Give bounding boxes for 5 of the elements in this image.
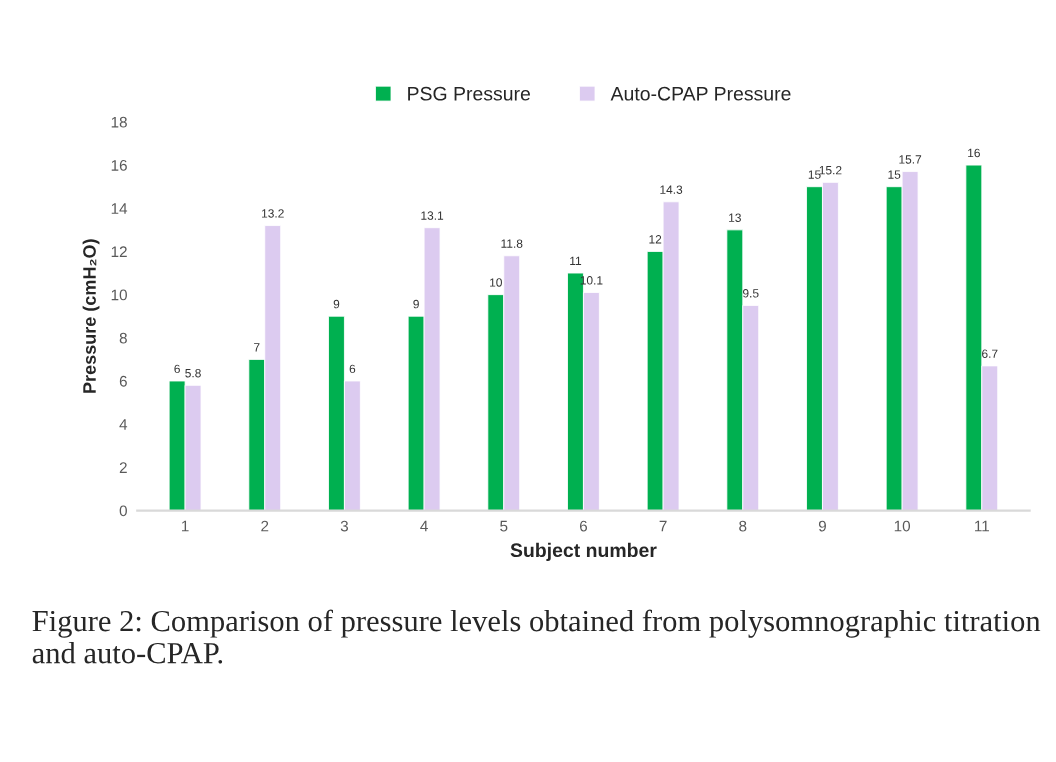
y-axis-title: Pressure (cmH₂O)	[82, 239, 100, 393]
legend-label: Auto-CPAP Pressure	[610, 86, 791, 101]
caption: Figure 2: Comparison of pressure levels obtained from polysomnographic titration and auto-CPAP.	[32, 609, 1041, 664]
x-axis-title: Subject number	[510, 542, 657, 561]
legend-label: PSG Pressure	[408, 86, 530, 101]
